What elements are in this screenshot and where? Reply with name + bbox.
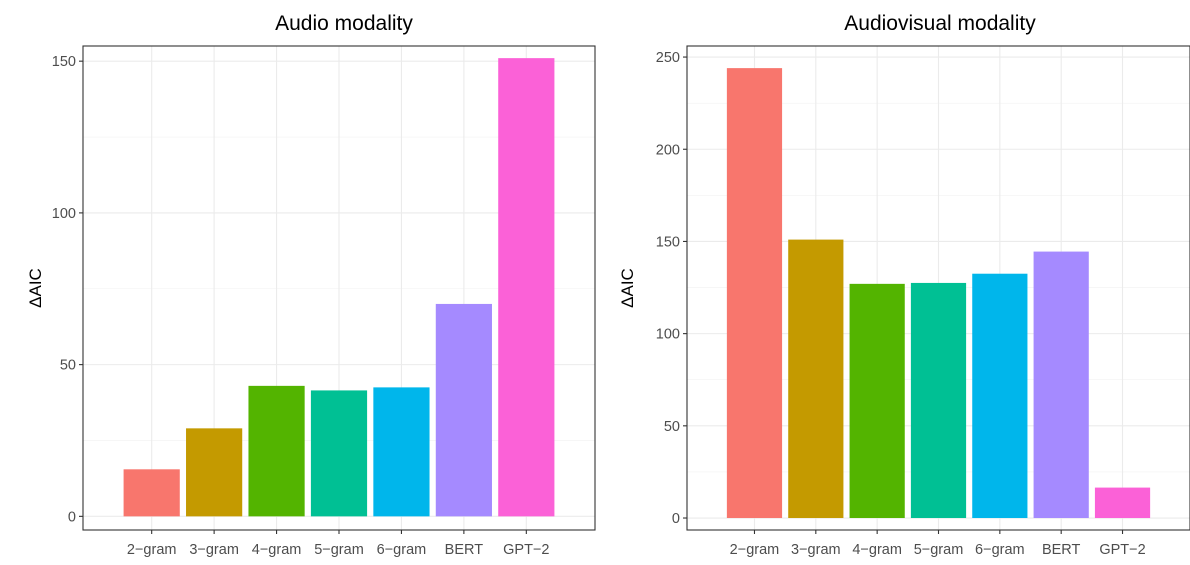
bar-6-gram — [972, 273, 1028, 519]
x-tick-label: 4−gram — [852, 542, 902, 558]
bar-3-gram — [788, 239, 844, 519]
bar-5-gram — [910, 282, 967, 519]
y-tick-label: 150 — [656, 234, 680, 250]
chart-title: Audio modality — [275, 12, 413, 35]
y-tick-label: 0 — [68, 509, 76, 525]
x-tick-label: 5−gram — [914, 542, 964, 558]
bar-5-gram — [310, 390, 368, 517]
y-tick-label: 50 — [60, 358, 76, 374]
bar-4-gram — [248, 385, 305, 517]
y-tick-label: 0 — [672, 511, 680, 527]
y-tick-label: 200 — [656, 142, 680, 158]
x-tick-label: BERT — [445, 542, 484, 558]
x-tick-label: 4−gram — [252, 542, 302, 558]
y-tick-label: 50 — [664, 419, 680, 435]
bar-2-gram — [726, 68, 783, 519]
y-tick-label: 250 — [656, 50, 680, 66]
y-axis-label: ΔAIC — [618, 268, 637, 308]
audiovisual-modality-chart: 0 50 100 150 200 250 2−gram 3−gram 4−gram 5−gram 6… — [618, 12, 1190, 558]
x-tick-label: 6−gram — [975, 542, 1025, 558]
audio-modality-chart: 0 50 100 150 2−gram 3−gram 4−gram 5−gram 6−gram B… — [26, 12, 596, 558]
x-tick-label: 3−gram — [189, 542, 239, 558]
bar-6-gram — [373, 387, 430, 517]
x-tick-label: 2−gram — [127, 542, 177, 558]
bar-3-gram — [186, 428, 243, 517]
bar-4-gram — [849, 283, 905, 519]
y-axis-label: ΔAIC — [26, 268, 45, 308]
y-tick-label: 100 — [52, 206, 76, 222]
x-tick-label: GPT−2 — [503, 542, 549, 558]
x-tick-label: 3−gram — [791, 542, 841, 558]
chart-title: Audiovisual modality — [844, 12, 1036, 35]
x-tick-label: 2−gram — [730, 542, 780, 558]
y-tick-label: 100 — [656, 327, 680, 343]
bar-gpt-2 — [1094, 487, 1151, 519]
bar-gpt-2 — [498, 58, 555, 517]
x-tick-label: BERT — [1042, 542, 1081, 558]
bar-2-gram — [123, 469, 180, 517]
y-tick-label: 150 — [52, 54, 76, 70]
bar-bert — [435, 303, 492, 517]
x-tick-label: 5−gram — [314, 542, 364, 558]
bar-bert — [1033, 251, 1089, 519]
x-tick-label: GPT−2 — [1099, 542, 1145, 558]
x-tick-label: 6−gram — [377, 542, 427, 558]
